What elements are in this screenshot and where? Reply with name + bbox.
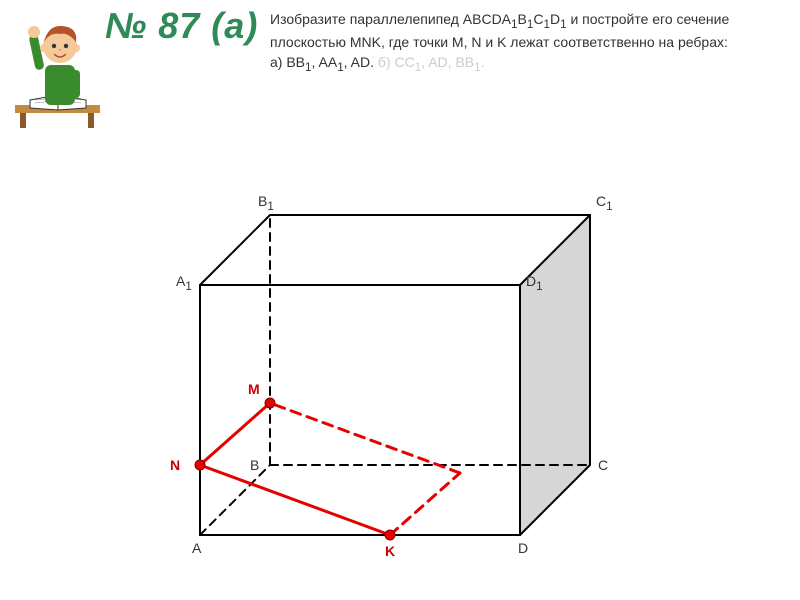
label-A: A (192, 540, 201, 556)
label-C1: C1 (596, 193, 613, 213)
label-D: D (518, 540, 528, 556)
text: B (518, 11, 527, 27)
problem-statement: Изобразите параллелепипед ABCDA1B1C1D1 и… (270, 10, 770, 76)
parallelepiped-diagram: A B C D A1 B1 C1 D1 M N K (140, 155, 660, 575)
label-C: C (598, 457, 608, 473)
text: , AA (312, 54, 338, 70)
label-A1: A1 (176, 273, 192, 293)
text: C (533, 11, 543, 27)
text-faded: б) CC (374, 54, 415, 70)
label-B: B (250, 457, 259, 473)
text-faded: . (481, 54, 485, 70)
mascot-image (10, 10, 105, 130)
diagram-svg (140, 155, 660, 575)
label-K: K (385, 543, 395, 559)
label-N: N (170, 457, 180, 473)
label-M: M (248, 381, 260, 397)
text: Изобразите параллелепипед ABCDA (270, 11, 511, 27)
text: а) BB (270, 54, 305, 70)
label-B1: B1 (258, 193, 274, 213)
text: D (550, 11, 560, 27)
text-faded: , AD, BB (421, 54, 474, 70)
label-D1: D1 (526, 273, 543, 293)
problem-title: № 87 (а) (105, 5, 258, 47)
text: , AD. (344, 54, 374, 70)
